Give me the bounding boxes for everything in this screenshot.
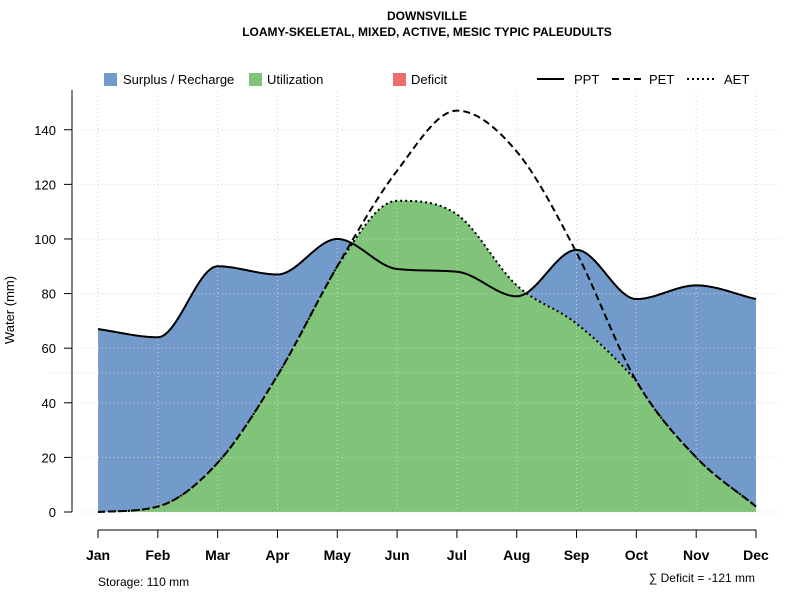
legend-label-ppt: PPT <box>574 72 599 87</box>
x-tick-label-apr: Apr <box>265 547 290 563</box>
x-tick-label-may: May <box>324 547 351 563</box>
x-tick-label-jan: Jan <box>86 547 110 563</box>
x-tick-label-feb: Feb <box>145 547 170 563</box>
gridlines <box>50 92 780 513</box>
x-tick-label-jul: Jul <box>447 547 467 563</box>
series-line-aet <box>97 199 757 513</box>
x-tick-label-nov: Nov <box>683 547 710 563</box>
legend-label-deficit: Deficit <box>411 72 448 87</box>
chart-title: DOWNSVILLE <box>387 9 467 23</box>
x-tick-label-oct: Oct <box>625 547 649 563</box>
deficit-note: ∑ Deficit = -121 mm <box>649 571 755 585</box>
utilization-area <box>98 200 756 512</box>
legend-label-surplus: Surplus / Recharge <box>123 72 234 87</box>
y-tick-label-120: 120 <box>34 177 56 192</box>
y-tick-label-140: 140 <box>34 123 56 138</box>
y-tick-label-20: 20 <box>42 450 56 465</box>
y-tick-label-100: 100 <box>34 232 56 247</box>
chart-subtitle: LOAMY-SKELETAL, MIXED, ACTIVE, MESIC TYP… <box>242 25 612 39</box>
legend-label-aet: AET <box>724 72 749 87</box>
legend-swatch-deficit <box>393 73 406 86</box>
x-tick-label-dec: Dec <box>743 547 769 563</box>
x-tick-label-jun: Jun <box>385 547 410 563</box>
surplus-area <box>98 200 756 512</box>
y-tick-label-60: 60 <box>42 341 56 356</box>
plot-area: 0 20 40 60 80 100 120 140 Jan Feb Mar Apr May Jun Jul A… <box>34 90 780 563</box>
y-tick-label-40: 40 <box>42 396 56 411</box>
legend-label-utilization: Utilization <box>267 72 323 87</box>
x-tick-label-mar: Mar <box>205 547 230 563</box>
x-tick-label-sep: Sep <box>564 547 590 563</box>
storage-note: Storage: 110 mm <box>98 575 189 589</box>
legend: Surplus / Recharge Utilization Deficit P… <box>104 72 749 87</box>
x-tick-label-aug: Aug <box>503 547 530 563</box>
legend-label-pet: PET <box>649 72 674 87</box>
y-tick-label-0: 0 <box>49 505 56 520</box>
legend-swatch-utilization <box>249 73 262 86</box>
series-line-ppt <box>97 237 757 339</box>
y-tick-label-80: 80 <box>42 287 56 302</box>
legend-swatch-surplus <box>104 73 117 86</box>
axes: 0 20 40 60 80 100 120 140 Jan Feb Mar Apr May Jun Jul A… <box>34 90 769 563</box>
y-axis-label: Water (mm) <box>2 276 17 344</box>
